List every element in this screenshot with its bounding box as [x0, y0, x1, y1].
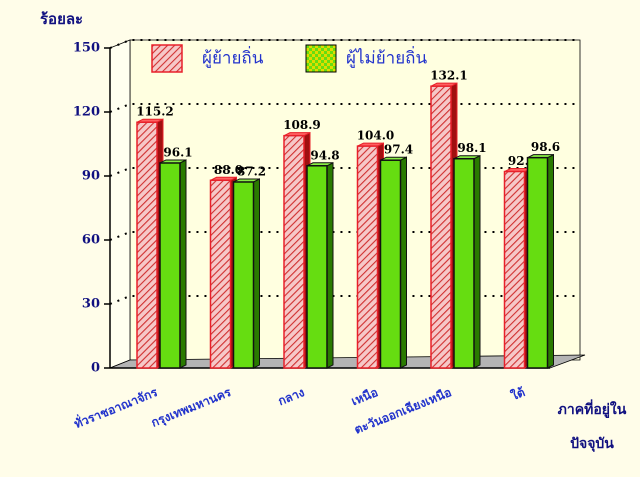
data-label: 98.1: [457, 141, 486, 155]
grid-line: [109, 167, 580, 177]
data-label: 87.2: [237, 164, 266, 178]
bar-face: [232, 181, 255, 369]
x-axis-label: ปัจจุบัน: [570, 436, 614, 452]
bar-face: [326, 161, 334, 369]
data-label: 104.0: [357, 129, 395, 143]
y-tick-label: 150: [73, 41, 100, 56]
bar-face: [209, 179, 232, 369]
bar-face: [547, 153, 554, 369]
data-label: 108.9: [283, 118, 321, 132]
bar-face: [400, 156, 407, 369]
legend-swatch: [151, 44, 183, 73]
y-tick-label: 0: [91, 361, 100, 376]
bar: [526, 153, 554, 369]
bar-face: [159, 162, 181, 369]
legend-swatch: [305, 44, 337, 73]
legend-label: ผู้ไม่ย้ายถิ่น: [346, 46, 427, 69]
bar-face: [453, 157, 475, 369]
data-label: 96.1: [163, 145, 192, 159]
data-label: 97.4: [384, 143, 413, 157]
bar: [453, 154, 481, 369]
bar: [159, 159, 187, 369]
bar-face: [430, 85, 452, 369]
bar-face: [503, 170, 526, 369]
bar-face: [306, 165, 328, 369]
legend-label: ผู้ย้ายถิ่น: [202, 46, 264, 69]
bar-face: [356, 145, 379, 369]
y-axis-label: ร้อยละ: [40, 10, 83, 28]
bar: [209, 176, 237, 369]
x-axis-label: ภาคที่อยู่ใน: [558, 399, 627, 418]
side-wall: [109, 39, 131, 369]
bar: [306, 161, 334, 369]
grid-line: [109, 231, 580, 241]
bar-face: [379, 159, 402, 369]
grid-line: [109, 295, 580, 305]
bar: [283, 131, 311, 369]
bar: [503, 167, 531, 369]
grid-line: [109, 103, 580, 113]
bar: [136, 118, 164, 369]
data-label: 88.0: [214, 163, 243, 177]
bar-face: [473, 154, 481, 369]
bar-face: [136, 121, 158, 369]
x-tick-label: ใต้: [509, 384, 527, 403]
y-tick-label: 90: [82, 169, 100, 184]
data-label: 132.1: [430, 69, 468, 83]
bar: [430, 82, 458, 369]
bar-face: [179, 159, 187, 369]
data-label: 115.2: [136, 105, 174, 119]
bar-face: [283, 134, 305, 369]
bar-face: [253, 178, 260, 369]
y-tick-label: 120: [73, 105, 100, 120]
bar: [232, 178, 260, 369]
data-label: 98.6: [531, 140, 560, 154]
y-tick-label: 60: [82, 233, 100, 248]
grid-line: [109, 39, 580, 49]
bar-face: [526, 156, 549, 369]
data-label: 94.8: [310, 148, 339, 162]
bar: [379, 156, 407, 369]
y-tick-label: 30: [82, 297, 100, 312]
bar: [356, 142, 384, 369]
